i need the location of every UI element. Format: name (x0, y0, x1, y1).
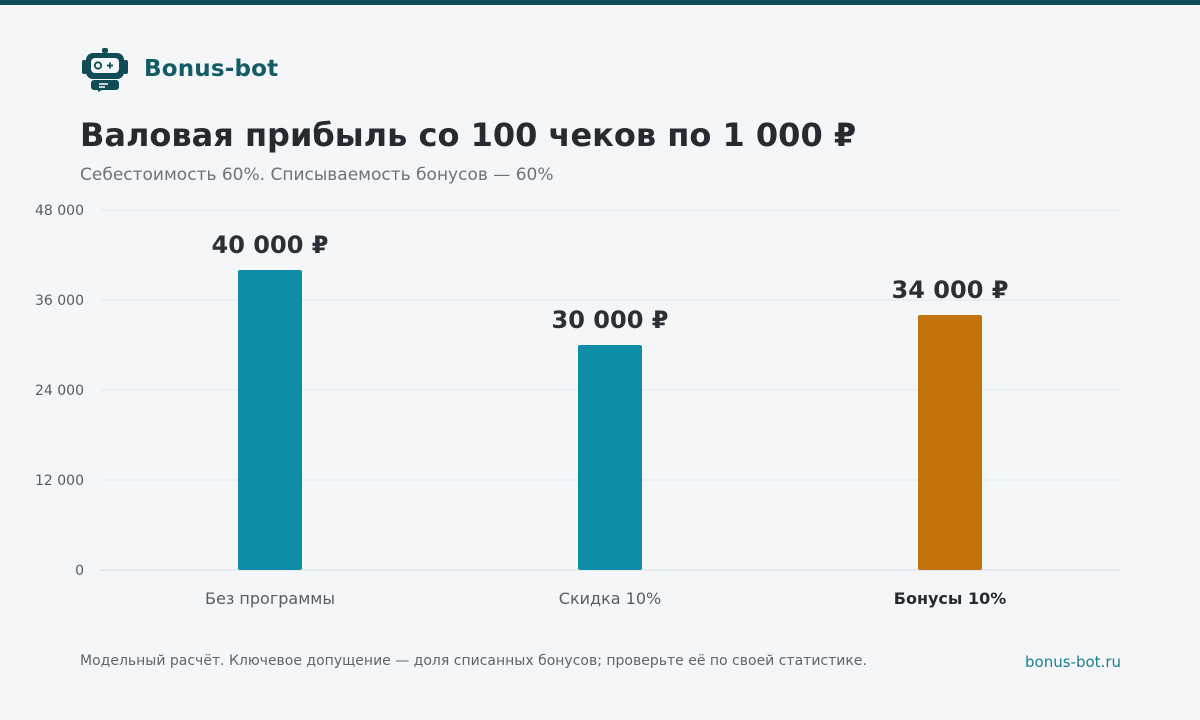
y-tick-label: 12 000 (35, 473, 84, 489)
x-tick-label: Скидка 10% (559, 589, 661, 608)
chart-title: Валовая прибыль со 100 чеков по 1 000 ₽ (80, 116, 857, 154)
data-label: 34 000 ₽ (892, 276, 1009, 304)
robot-icon (80, 46, 130, 92)
site-link[interactable]: bonus-bot.ru (1025, 653, 1121, 671)
bar (578, 345, 642, 570)
y-tick-label: 36 000 (35, 293, 84, 309)
y-tick-label: 0 (75, 563, 84, 579)
data-label: 40 000 ₽ (212, 231, 329, 259)
brand: Bonus-bot (80, 46, 278, 92)
bar (238, 270, 302, 570)
y-tick-label: 48 000 (35, 203, 84, 219)
footnote: Модельный расчёт. Ключевое допущение — д… (80, 653, 867, 669)
y-tick-label: 24 000 (35, 383, 84, 399)
bar (918, 315, 982, 570)
x-tick-label: Без программы (205, 589, 335, 608)
x-tick-label: Бонусы 10% (894, 589, 1007, 608)
chart-subtitle: Себестоимость 60%. Списываемость бонусов… (80, 165, 554, 185)
brand-name: Bonus-bot (144, 56, 279, 82)
top-accent-bar (0, 0, 1200, 5)
data-label: 30 000 ₽ (552, 306, 669, 334)
